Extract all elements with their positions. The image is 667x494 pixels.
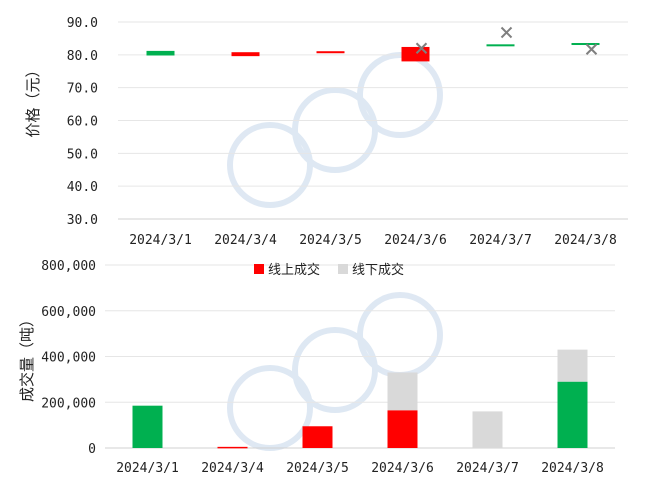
volume-y-tick: 600,000 [41,305,96,320]
price-marker [500,26,513,39]
price-y-tick: 70.0 [67,82,98,97]
volume-x-tick: 2024/3/7 [456,461,519,476]
price-candle [571,43,600,46]
price-marker-stroke [500,26,513,39]
volume-y-axis-label: 成交量（吨） [18,312,36,402]
price-y-tick: 40.0 [67,180,98,195]
price-y-tick: 30.0 [67,213,98,228]
volume-bar-online [132,405,163,448]
volume-x-tick: 2024/3/8 [541,461,604,476]
legend-label-offline: 线下成交 [352,262,404,278]
price-y-tick: 90.0 [67,16,98,31]
volume-x-tick: 2024/3/1 [116,461,179,476]
volume-y-tick: 800,000 [41,259,96,274]
price-candle [231,52,260,57]
volume-bar-online [302,426,333,448]
volume-x-tick: 2024/3/5 [286,461,349,476]
price-marker-stroke [415,42,428,54]
volume-chart: 0 200,000 400,000 600,000 800,000 2024/3/1 20… [18,259,615,476]
volume-bar-online [557,381,588,448]
volume-bar-online [387,410,418,448]
volume-x-tick: 2024/3/4 [201,461,264,476]
price-candle [316,51,345,54]
price-candle [486,44,515,47]
price-x-tick: 2024/3/8 [554,233,617,248]
price-marker [585,43,598,55]
legend-label-online: 线上成交 [268,262,320,278]
price-chart: 30.0 40.0 50.0 60.0 70.0 80.0 90.0 2024/3/1 202… [24,16,628,248]
price-y-axis-label: 价格（元） [24,62,42,137]
volume-bar-offline [387,372,418,411]
price-x-tick: 2024/3/5 [299,233,362,248]
volume-bar-offline [557,349,588,382]
price-y-tick: 60.0 [67,115,98,130]
price-x-tick: 2024/3/7 [469,233,532,248]
price-x-tick: 2024/3/1 [129,233,192,248]
price-candle [401,46,430,62]
price-x-tick: 2024/3/4 [214,233,277,248]
price-marker [415,42,428,54]
price-marker-stroke [585,43,598,55]
volume-bar-offline [472,411,503,448]
price-candle [146,50,175,56]
volume-y-tick: 0 [88,442,96,457]
legend-swatch-online [254,264,264,274]
legend-swatch-offline [338,264,348,274]
volume-x-tick: 2024/3/6 [371,461,434,476]
volume-bar-online [217,446,248,449]
price-y-tick: 80.0 [67,49,98,64]
legend: 线上成交 线下成交 [254,262,404,278]
volume-y-tick: 400,000 [41,351,96,366]
price-y-tick: 50.0 [67,147,98,162]
volume-y-tick: 200,000 [41,396,96,411]
price-x-tick: 2024/3/6 [384,233,447,248]
